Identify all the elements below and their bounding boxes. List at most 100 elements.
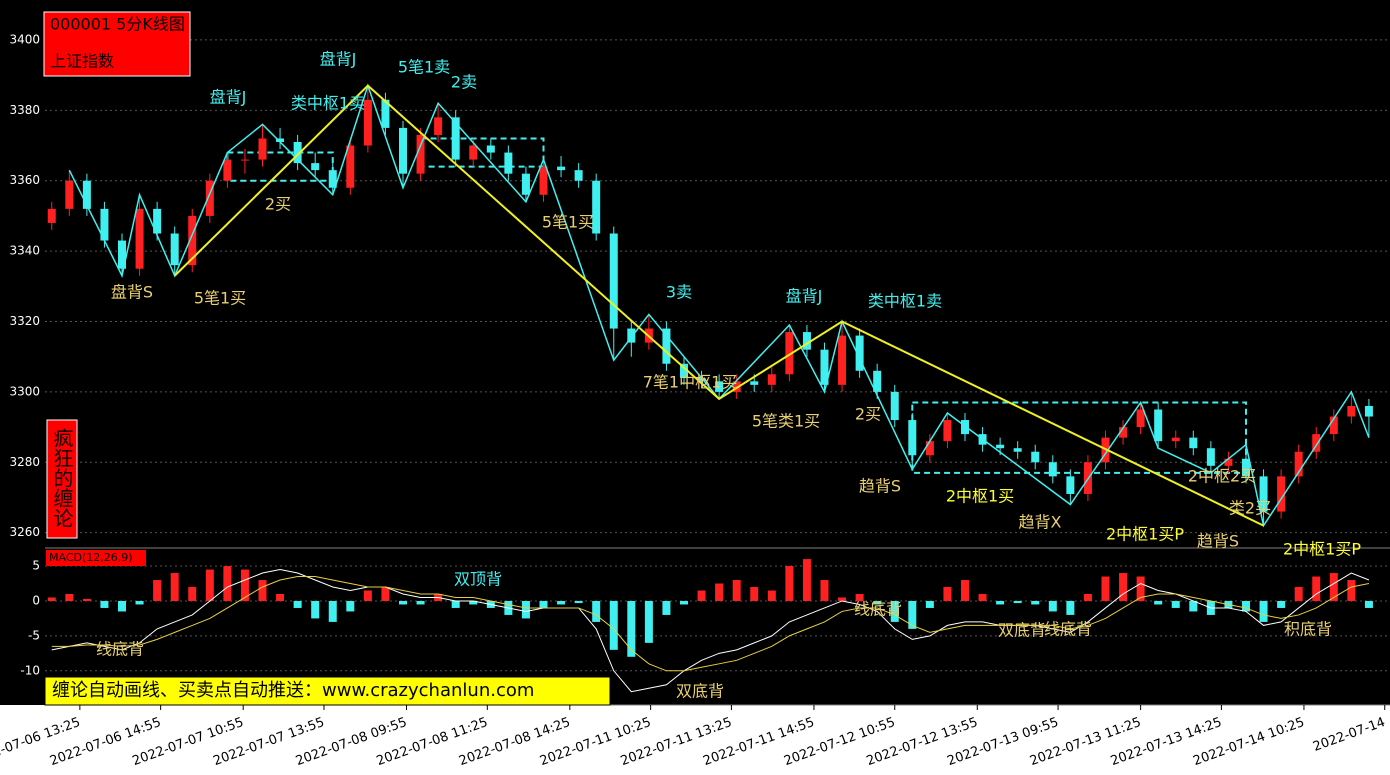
macd-bar <box>785 566 794 601</box>
annotation: 类2买 <box>1229 499 1271 518</box>
chart-subtitle: 上证指数 <box>50 52 114 71</box>
macd-bar <box>750 587 759 601</box>
chart-title: 000001 5分K线图 <box>50 15 185 34</box>
candle-body <box>276 138 285 142</box>
segment-line <box>173 84 1264 527</box>
macd-bar <box>996 600 1005 605</box>
candle-body <box>1294 451 1303 477</box>
annotation: 5笔类1买 <box>752 412 820 431</box>
candle-body <box>662 328 671 364</box>
macd-bar <box>1048 600 1057 612</box>
candle-body <box>1154 409 1163 442</box>
candle-body <box>188 215 197 266</box>
macd-bar <box>960 580 969 601</box>
candle-body <box>1119 427 1128 438</box>
candle-body <box>47 208 56 223</box>
macd-bar <box>1136 576 1145 601</box>
candle-body <box>399 127 408 174</box>
candle-body <box>504 152 513 174</box>
annotation: 趋背S <box>859 477 901 496</box>
candle-body <box>434 117 443 135</box>
macd-bar <box>802 559 811 601</box>
candle-body <box>223 159 232 181</box>
pen-line <box>68 83 1370 528</box>
candle-body <box>732 381 741 392</box>
macd-bar <box>609 600 618 650</box>
candle-body <box>311 163 320 171</box>
macd-bar <box>1119 573 1128 601</box>
candle-body <box>258 138 267 160</box>
macd-bar <box>890 600 899 622</box>
side-box <box>46 419 78 539</box>
macd-bar <box>399 600 408 605</box>
macd-bar <box>627 600 636 657</box>
macd-annotation: 线底背 <box>854 600 902 619</box>
macd-bar <box>732 580 741 601</box>
macd-bar <box>1154 600 1163 605</box>
macd-bar <box>1294 587 1303 601</box>
candle-body <box>240 159 249 161</box>
candle-body <box>469 145 478 160</box>
annotation: 类中枢1卖 <box>291 94 365 113</box>
y-tick-label: 3360 <box>9 173 40 187</box>
annotation: 5笔1买 <box>194 289 246 308</box>
macd-box <box>46 550 146 566</box>
candle-body <box>960 420 969 435</box>
macd-bar <box>1364 600 1373 608</box>
candle-body <box>767 374 776 385</box>
macd-bar <box>311 600 320 619</box>
macd-annotation: 双底背 <box>998 621 1046 640</box>
macd-bar <box>469 600 478 605</box>
candle-body <box>1048 462 1057 477</box>
candle-body <box>855 335 864 371</box>
annotation: 2买 <box>265 195 291 214</box>
macd-bar <box>1347 580 1356 601</box>
candle-body <box>1224 458 1233 466</box>
macd-bar <box>855 593 864 601</box>
macd-bar <box>767 590 776 601</box>
annotation: 盘背S <box>111 283 153 302</box>
dif-line <box>51 569 1370 693</box>
candle-body <box>486 145 495 153</box>
macd-bar <box>416 600 425 605</box>
macd-bar <box>1329 573 1338 601</box>
macd-bar <box>521 600 530 619</box>
macd-bar <box>170 573 179 601</box>
candle-body <box>65 180 74 209</box>
candle-body <box>592 180 601 234</box>
macd-bar <box>838 597 847 601</box>
candle-body <box>609 233 618 329</box>
annotation: 2中枢1买P <box>1106 525 1184 544</box>
macd-bar <box>240 569 249 601</box>
candle-body <box>1136 409 1145 428</box>
annotation: 2中枢1买 <box>946 487 1014 506</box>
candle-body <box>100 208 109 241</box>
macd-bar <box>679 600 688 605</box>
macd-bar <box>346 600 355 612</box>
candle-body <box>679 363 688 378</box>
annotation: 盘背J <box>320 50 357 69</box>
candle-body <box>715 381 724 392</box>
macd-bar <box>557 600 566 605</box>
macd-bar <box>943 587 952 601</box>
candle-body <box>1364 405 1373 417</box>
candle-body <box>785 332 794 375</box>
candle-body <box>1031 451 1040 463</box>
macd-bar <box>1031 600 1040 605</box>
macd-bar <box>293 600 302 608</box>
annotation: 2卖 <box>451 73 477 92</box>
macd-bar <box>276 593 285 601</box>
macd-bar <box>328 600 337 622</box>
annotation: 7笔1中枢1买 <box>643 373 738 392</box>
macd-bar <box>451 600 460 608</box>
macd-bar <box>47 597 56 601</box>
y-tick-label: 5 <box>32 559 40 573</box>
macd-bar <box>65 593 74 601</box>
y-tick-label: 3280 <box>9 455 40 469</box>
candle-body <box>838 335 847 385</box>
candle-body <box>697 377 706 382</box>
candle-body <box>627 328 636 343</box>
candle-body <box>451 117 460 160</box>
macd-bar <box>135 600 144 605</box>
macd-bar <box>1189 600 1198 612</box>
